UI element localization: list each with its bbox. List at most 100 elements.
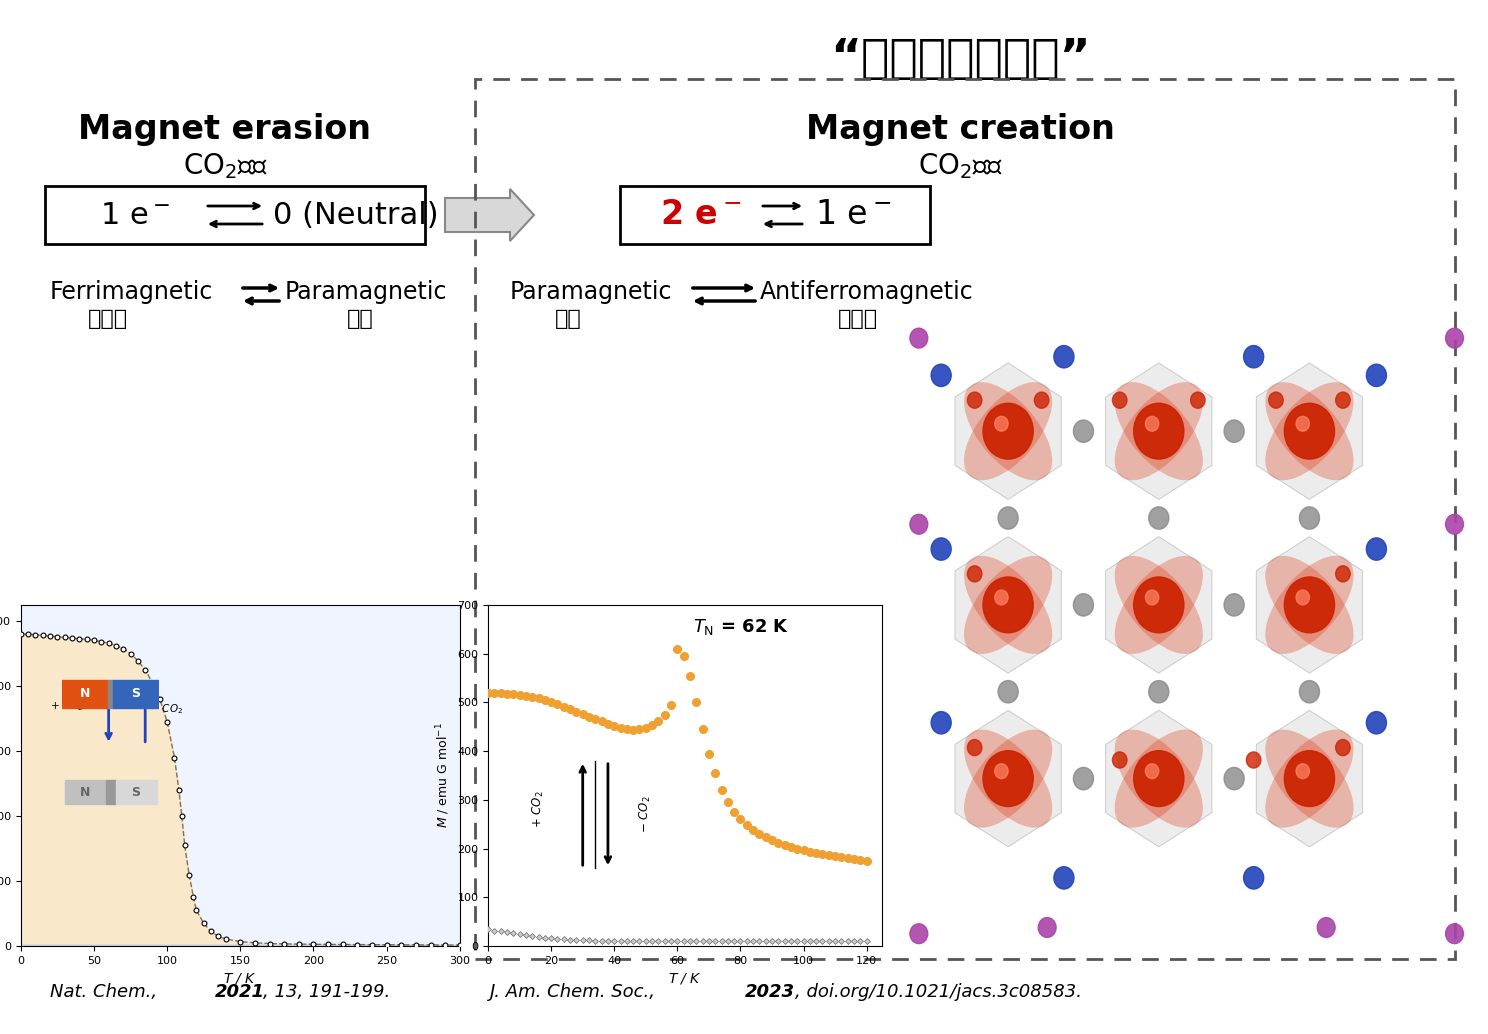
Circle shape bbox=[984, 751, 1033, 807]
Ellipse shape bbox=[1265, 730, 1354, 827]
Bar bbox=[113, 680, 159, 707]
Circle shape bbox=[1284, 751, 1335, 807]
Polygon shape bbox=[1256, 537, 1363, 673]
Text: CO$_2$创磁: CO$_2$创磁 bbox=[918, 151, 1003, 181]
Circle shape bbox=[998, 507, 1018, 529]
Bar bbox=[116, 781, 156, 803]
Circle shape bbox=[1054, 866, 1074, 889]
Circle shape bbox=[1149, 680, 1170, 703]
Circle shape bbox=[984, 403, 1033, 459]
Bar bbox=[620, 186, 930, 244]
Circle shape bbox=[1134, 403, 1184, 459]
Ellipse shape bbox=[1265, 556, 1354, 653]
Polygon shape bbox=[1106, 537, 1211, 673]
Text: Magnet creation: Magnet creation bbox=[805, 113, 1115, 146]
Circle shape bbox=[911, 328, 929, 348]
Circle shape bbox=[1284, 403, 1335, 459]
Circle shape bbox=[1146, 417, 1159, 431]
X-axis label: $T$ / K: $T$ / K bbox=[668, 971, 702, 986]
Text: 2 e$^-$: 2 e$^-$ bbox=[661, 199, 741, 232]
Circle shape bbox=[1073, 594, 1094, 616]
Circle shape bbox=[994, 764, 1009, 779]
Circle shape bbox=[1299, 507, 1320, 529]
Circle shape bbox=[1225, 594, 1244, 616]
Ellipse shape bbox=[1265, 383, 1354, 480]
Circle shape bbox=[1445, 514, 1464, 535]
Ellipse shape bbox=[1115, 556, 1202, 653]
Ellipse shape bbox=[1115, 730, 1202, 827]
Text: $-$ CO$_2$: $-$ CO$_2$ bbox=[638, 796, 653, 833]
Circle shape bbox=[1146, 590, 1159, 605]
Bar bbox=[65, 781, 106, 803]
Circle shape bbox=[1296, 417, 1309, 431]
Circle shape bbox=[1366, 711, 1387, 734]
Circle shape bbox=[1244, 345, 1263, 368]
Text: S: S bbox=[131, 688, 140, 700]
Circle shape bbox=[994, 590, 1009, 605]
Text: , 13, 191-199.: , 13, 191-199. bbox=[263, 983, 390, 1001]
Text: N: N bbox=[80, 786, 91, 798]
Bar bbox=[62, 680, 109, 707]
Text: Magnet erasion: Magnet erasion bbox=[79, 113, 372, 146]
Ellipse shape bbox=[964, 730, 1052, 827]
Bar bbox=[106, 781, 116, 803]
Circle shape bbox=[1269, 392, 1283, 408]
Ellipse shape bbox=[1115, 383, 1202, 480]
Ellipse shape bbox=[1115, 556, 1202, 653]
Circle shape bbox=[1146, 764, 1159, 779]
Text: 1 e$^-$: 1 e$^-$ bbox=[815, 199, 891, 232]
Circle shape bbox=[1039, 917, 1056, 938]
Text: 亚铁磁: 亚铁磁 bbox=[88, 309, 128, 329]
Polygon shape bbox=[1106, 363, 1211, 499]
Polygon shape bbox=[1256, 710, 1363, 847]
Text: + CO$_2$: + CO$_2$ bbox=[51, 699, 83, 712]
Ellipse shape bbox=[1265, 730, 1354, 827]
Circle shape bbox=[911, 923, 929, 944]
Circle shape bbox=[1073, 767, 1094, 790]
Circle shape bbox=[1134, 751, 1184, 807]
Text: 0 (Neutral): 0 (Neutral) bbox=[272, 201, 439, 230]
Circle shape bbox=[1113, 752, 1126, 768]
Bar bbox=[45, 186, 426, 244]
Circle shape bbox=[1336, 392, 1350, 408]
Circle shape bbox=[998, 680, 1018, 703]
Text: Paramagnetic: Paramagnetic bbox=[286, 280, 448, 304]
Text: N: N bbox=[80, 688, 91, 700]
Text: 反铁磁: 反铁磁 bbox=[838, 309, 878, 329]
Text: 1 e$^-$: 1 e$^-$ bbox=[100, 201, 170, 230]
Text: 2023: 2023 bbox=[745, 983, 795, 1001]
Circle shape bbox=[1336, 739, 1350, 756]
Circle shape bbox=[967, 566, 982, 582]
Circle shape bbox=[1225, 767, 1244, 790]
Text: “富电子设计策略”: “富电子设计策略” bbox=[830, 36, 1091, 82]
Text: J. Am. Chem. Soc.,: J. Am. Chem. Soc., bbox=[490, 983, 662, 1001]
Text: Nat. Chem.,: Nat. Chem., bbox=[51, 983, 162, 1001]
Text: 顺磁: 顺磁 bbox=[555, 309, 582, 329]
Circle shape bbox=[911, 514, 929, 535]
Text: Ferrimagnetic: Ferrimagnetic bbox=[51, 280, 213, 304]
Text: , doi.org/10.1021/jacs.3c08583.: , doi.org/10.1021/jacs.3c08583. bbox=[795, 983, 1082, 1001]
Circle shape bbox=[1366, 364, 1387, 387]
Circle shape bbox=[1247, 752, 1260, 768]
Text: Paramagnetic: Paramagnetic bbox=[510, 280, 673, 304]
Text: CO$_2$消磁: CO$_2$消磁 bbox=[183, 151, 268, 181]
Circle shape bbox=[1244, 866, 1263, 889]
Bar bbox=[109, 680, 113, 707]
Ellipse shape bbox=[964, 556, 1052, 653]
Circle shape bbox=[1317, 917, 1335, 938]
Circle shape bbox=[1034, 392, 1049, 408]
Circle shape bbox=[1225, 420, 1244, 443]
Polygon shape bbox=[1106, 710, 1211, 847]
Text: 2021: 2021 bbox=[214, 983, 265, 1001]
Ellipse shape bbox=[1115, 730, 1202, 827]
Circle shape bbox=[1336, 566, 1350, 582]
Text: S: S bbox=[131, 786, 140, 798]
Circle shape bbox=[1113, 392, 1126, 408]
Polygon shape bbox=[955, 710, 1061, 847]
Circle shape bbox=[931, 711, 951, 734]
Circle shape bbox=[1299, 680, 1320, 703]
Circle shape bbox=[994, 417, 1009, 431]
Polygon shape bbox=[955, 363, 1061, 499]
Ellipse shape bbox=[964, 556, 1052, 653]
Circle shape bbox=[1134, 577, 1184, 633]
